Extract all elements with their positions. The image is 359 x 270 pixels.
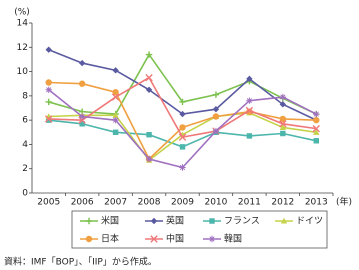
legend-marker: [150, 217, 158, 225]
y-tick-label: 14: [17, 19, 29, 29]
marker: [179, 144, 186, 150]
y-tick-label: 10: [17, 67, 29, 77]
legend-marker: [208, 235, 216, 243]
source-note: 資料：IMF「BOP」、「IIP」から作成。: [4, 256, 157, 268]
legend-label: フランス: [224, 216, 260, 227]
marker: [78, 80, 86, 87]
marker: [280, 130, 286, 137]
x-tick-label: 2007: [104, 198, 127, 208]
marker: [312, 124, 320, 133]
marker: [179, 164, 186, 171]
marker: [45, 86, 52, 93]
marker: [212, 91, 220, 98]
marker: [212, 106, 220, 113]
x-tick-label: 2013: [305, 198, 328, 208]
legend-marker: [150, 235, 158, 243]
marker: [145, 155, 153, 163]
marker: [212, 113, 220, 120]
marker: [179, 124, 186, 131]
x-tick-label: 2010: [204, 198, 227, 208]
marker: [246, 75, 253, 83]
marker: [179, 98, 186, 106]
y-unit: (%): [14, 8, 30, 18]
marker: [112, 67, 119, 74]
y-tick-label: 0: [22, 189, 28, 199]
y-tick-label: 2: [22, 164, 28, 174]
legend-box: [71, 210, 328, 249]
legend-label: 米国: [101, 215, 119, 227]
x-tick-label: 2006: [71, 198, 94, 208]
x-tick-label: 2012: [271, 198, 294, 208]
marker: [146, 131, 152, 138]
marker: [145, 86, 153, 93]
marker: [313, 129, 320, 135]
marker: [279, 124, 287, 130]
y-tick-label: 8: [22, 91, 28, 101]
y-tick-label: 6: [22, 116, 28, 126]
legend-marker: [280, 217, 288, 224]
legend-marker: [85, 235, 93, 243]
marker: [246, 108, 253, 115]
marker: [45, 79, 52, 86]
marker: [46, 117, 52, 123]
marker: [313, 138, 319, 144]
marker: [79, 121, 85, 127]
x-tick-label: 2009: [171, 198, 194, 208]
marker: [246, 97, 253, 104]
marker: [245, 106, 254, 115]
marker: [178, 133, 187, 141]
legend-label: ドイツ: [296, 217, 323, 227]
y-tick-label: 4: [22, 140, 28, 150]
marker: [112, 129, 119, 136]
legend-marker: [209, 218, 215, 224]
marker: [279, 93, 287, 101]
legend-label: 韓国: [224, 234, 242, 245]
series-line: [48, 53, 317, 115]
legend-marker: [85, 217, 93, 225]
marker: [45, 98, 52, 106]
marker: [78, 59, 86, 67]
marker: [279, 120, 287, 128]
marker: [179, 110, 186, 118]
marker: [145, 73, 153, 82]
marker: [313, 110, 320, 118]
marker: [112, 89, 119, 96]
x-tick-label: 2008: [138, 198, 161, 208]
marker: [112, 112, 119, 118]
legend-label: 中国: [166, 233, 184, 245]
marker: [111, 93, 120, 101]
marker: [45, 46, 52, 53]
legend-label: 日本: [101, 233, 119, 245]
x-tick-label: 2011: [238, 198, 261, 208]
marker: [45, 115, 53, 123]
marker: [313, 116, 320, 124]
marker: [246, 133, 253, 139]
x-unit: (年): [336, 196, 352, 208]
marker: [78, 113, 86, 120]
marker: [145, 51, 153, 58]
x-tick-label: 2005: [37, 198, 60, 208]
marker: [212, 127, 220, 135]
marker: [279, 101, 287, 108]
marker: [112, 116, 119, 124]
legend-label: 英国: [166, 215, 184, 227]
y-tick-label: 12: [17, 43, 28, 53]
marker: [279, 115, 287, 123]
